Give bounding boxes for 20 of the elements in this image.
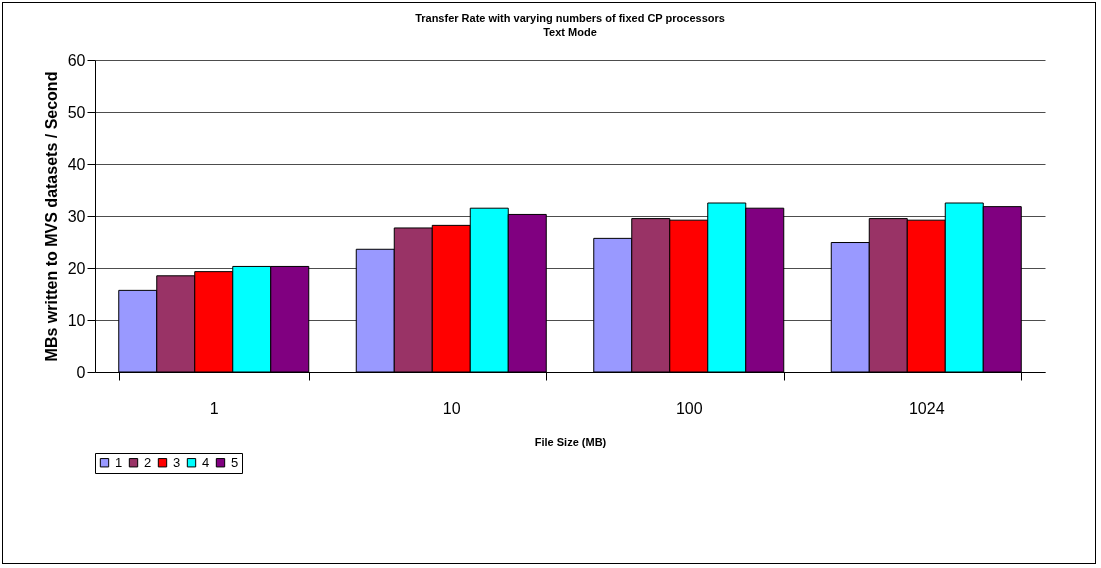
- y-axis-title: MBs written to MVS datasets / Second: [42, 71, 60, 362]
- y-tick-label: 50: [67, 103, 86, 121]
- chart-title: Transfer Rate with varying numbers of fixed CP processors: [415, 12, 725, 24]
- x-tick-label: 1024: [908, 399, 945, 417]
- y-tick-label: 30: [67, 207, 86, 225]
- y-tick-label: 20: [67, 259, 86, 277]
- y-tick-label: 10: [67, 311, 86, 329]
- legend-label: 5: [231, 454, 239, 470]
- y-tick-label: 60: [67, 51, 86, 69]
- y-tick-label: 40: [67, 155, 86, 173]
- legend-label: 4: [202, 454, 210, 470]
- x-tick-label: 1: [209, 399, 219, 417]
- x-axis-title: File Size (MB): [534, 435, 607, 448]
- y-tick-label: 0: [76, 363, 86, 381]
- x-tick-label: 10: [442, 399, 461, 417]
- legend-label: 2: [144, 454, 152, 470]
- chart-subtitle: Text Mode: [543, 26, 597, 38]
- legend-label: 1: [115, 454, 123, 470]
- x-tick-label: 100: [675, 399, 703, 417]
- legend-label: 3: [173, 454, 181, 470]
